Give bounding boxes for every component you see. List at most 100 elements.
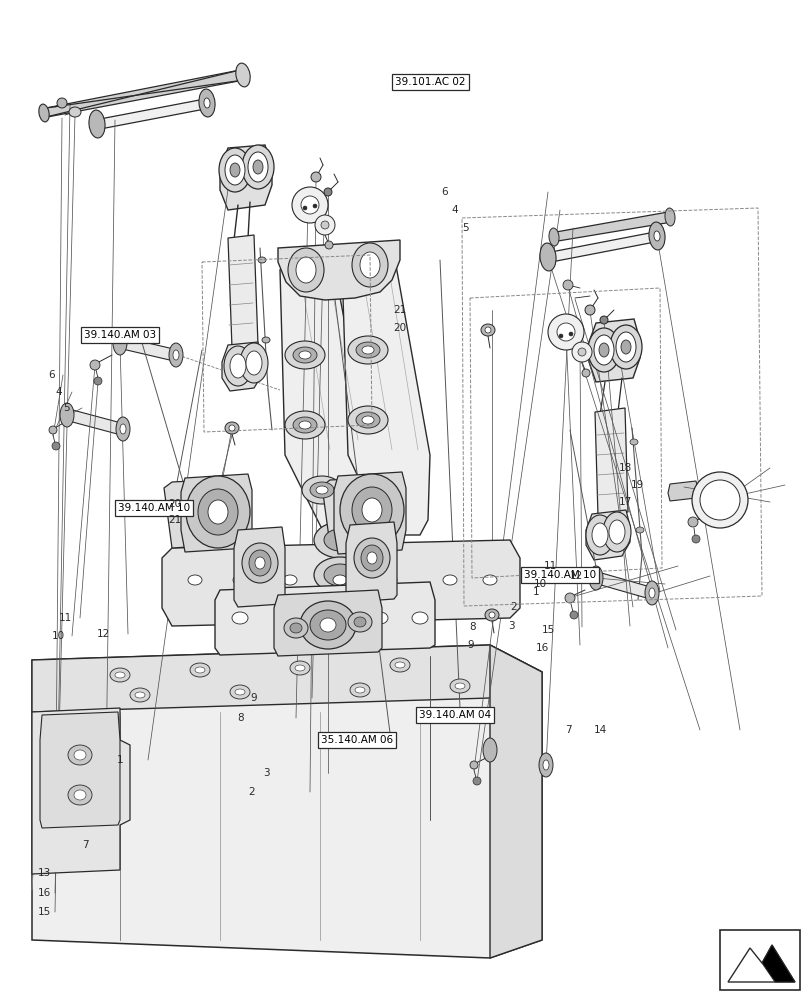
Ellipse shape bbox=[362, 416, 374, 424]
Ellipse shape bbox=[230, 685, 250, 699]
Ellipse shape bbox=[484, 327, 491, 333]
Ellipse shape bbox=[310, 482, 333, 498]
Ellipse shape bbox=[169, 343, 182, 367]
Polygon shape bbox=[181, 474, 251, 552]
Ellipse shape bbox=[571, 342, 591, 362]
Ellipse shape bbox=[68, 785, 92, 805]
Ellipse shape bbox=[188, 575, 202, 585]
Ellipse shape bbox=[74, 750, 86, 760]
Ellipse shape bbox=[195, 667, 204, 673]
Text: 9: 9 bbox=[250, 693, 256, 703]
Text: 10: 10 bbox=[52, 631, 65, 641]
Ellipse shape bbox=[286, 612, 303, 624]
Ellipse shape bbox=[234, 689, 245, 695]
Text: 14: 14 bbox=[594, 725, 607, 735]
Text: 39.140.AM 10: 39.140.AM 10 bbox=[118, 503, 190, 513]
Ellipse shape bbox=[288, 248, 324, 292]
Ellipse shape bbox=[242, 145, 273, 189]
Ellipse shape bbox=[588, 566, 603, 590]
Ellipse shape bbox=[653, 231, 659, 241]
Polygon shape bbox=[65, 409, 125, 435]
Text: 10: 10 bbox=[533, 579, 546, 589]
Text: 19: 19 bbox=[630, 480, 643, 490]
Polygon shape bbox=[40, 712, 120, 828]
Text: 4: 4 bbox=[451, 205, 457, 215]
Text: 1: 1 bbox=[117, 755, 123, 765]
Text: 39.140.AM 10: 39.140.AM 10 bbox=[524, 570, 595, 580]
Ellipse shape bbox=[290, 623, 302, 633]
Ellipse shape bbox=[340, 474, 404, 546]
Ellipse shape bbox=[293, 347, 316, 363]
Polygon shape bbox=[489, 645, 541, 958]
Polygon shape bbox=[234, 527, 285, 607]
Ellipse shape bbox=[569, 332, 573, 336]
Text: 15: 15 bbox=[542, 625, 555, 635]
Ellipse shape bbox=[130, 688, 150, 702]
Ellipse shape bbox=[620, 340, 630, 354]
Ellipse shape bbox=[315, 215, 335, 235]
Polygon shape bbox=[345, 522, 397, 602]
Ellipse shape bbox=[303, 206, 307, 210]
Ellipse shape bbox=[411, 612, 427, 624]
Ellipse shape bbox=[294, 665, 305, 671]
Text: 12: 12 bbox=[97, 629, 110, 639]
Ellipse shape bbox=[383, 575, 397, 585]
Ellipse shape bbox=[324, 564, 355, 586]
Ellipse shape bbox=[586, 515, 613, 555]
Polygon shape bbox=[277, 240, 400, 300]
Text: 15: 15 bbox=[38, 907, 51, 917]
Ellipse shape bbox=[109, 668, 130, 682]
Ellipse shape bbox=[584, 305, 594, 315]
Ellipse shape bbox=[362, 346, 374, 354]
Ellipse shape bbox=[484, 609, 499, 621]
Ellipse shape bbox=[603, 512, 630, 552]
Ellipse shape bbox=[488, 612, 495, 618]
Text: 7: 7 bbox=[82, 840, 88, 850]
Ellipse shape bbox=[351, 243, 388, 287]
Ellipse shape bbox=[310, 610, 345, 640]
Ellipse shape bbox=[52, 442, 60, 450]
Text: 16: 16 bbox=[38, 888, 51, 898]
Ellipse shape bbox=[324, 529, 355, 551]
Ellipse shape bbox=[454, 683, 465, 689]
Polygon shape bbox=[761, 945, 794, 982]
Ellipse shape bbox=[616, 332, 635, 362]
Ellipse shape bbox=[258, 257, 266, 263]
Ellipse shape bbox=[577, 348, 586, 356]
Ellipse shape bbox=[285, 341, 324, 369]
Ellipse shape bbox=[232, 612, 247, 624]
Text: 6: 6 bbox=[441, 187, 448, 197]
Ellipse shape bbox=[648, 222, 664, 250]
Ellipse shape bbox=[599, 343, 608, 357]
Ellipse shape bbox=[355, 342, 380, 358]
Polygon shape bbox=[273, 590, 381, 656]
Text: 16: 16 bbox=[535, 643, 548, 653]
Polygon shape bbox=[220, 145, 272, 210]
Ellipse shape bbox=[480, 324, 495, 336]
Text: 5: 5 bbox=[461, 223, 468, 233]
Polygon shape bbox=[545, 231, 659, 263]
Ellipse shape bbox=[242, 543, 277, 583]
Ellipse shape bbox=[60, 403, 74, 427]
Ellipse shape bbox=[539, 753, 552, 777]
Ellipse shape bbox=[569, 611, 577, 619]
Ellipse shape bbox=[687, 517, 697, 527]
Ellipse shape bbox=[115, 672, 125, 678]
Ellipse shape bbox=[609, 325, 642, 369]
Text: 20: 20 bbox=[393, 323, 406, 333]
Ellipse shape bbox=[389, 658, 410, 672]
Text: 3: 3 bbox=[508, 621, 514, 631]
Ellipse shape bbox=[539, 243, 556, 271]
Ellipse shape bbox=[314, 522, 366, 558]
Ellipse shape bbox=[199, 89, 215, 117]
Ellipse shape bbox=[443, 575, 457, 585]
Ellipse shape bbox=[190, 663, 210, 677]
Polygon shape bbox=[280, 245, 370, 535]
Ellipse shape bbox=[483, 575, 496, 585]
Text: 2: 2 bbox=[248, 787, 255, 797]
Ellipse shape bbox=[120, 424, 126, 434]
Ellipse shape bbox=[314, 557, 366, 593]
Ellipse shape bbox=[359, 252, 380, 278]
Ellipse shape bbox=[354, 617, 366, 627]
Ellipse shape bbox=[547, 314, 583, 350]
